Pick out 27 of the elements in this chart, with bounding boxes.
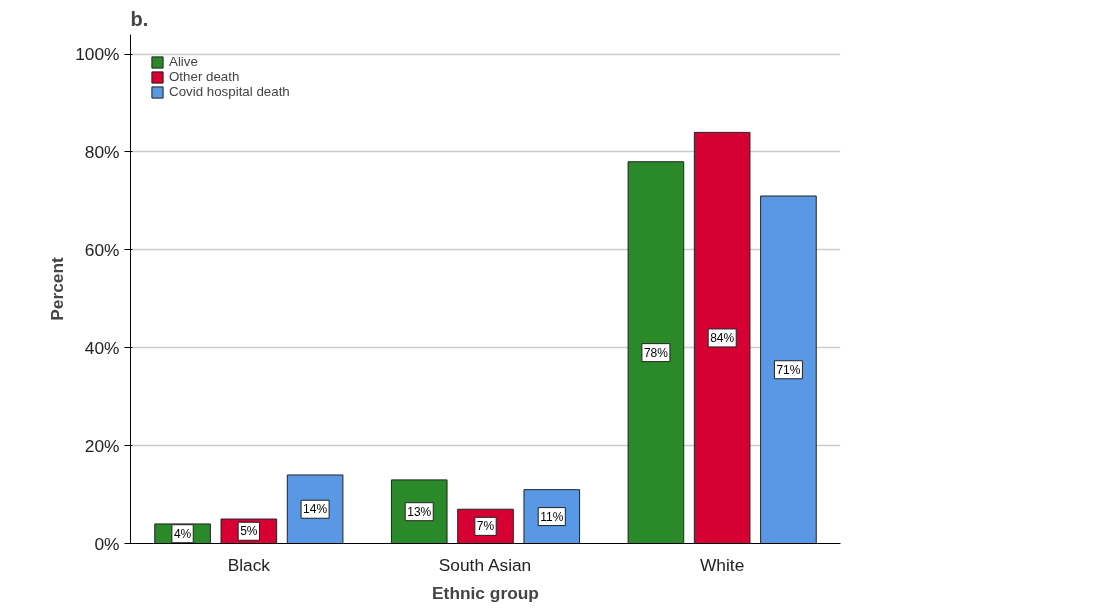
x-axis-title: Ethnic group (432, 582, 539, 603)
x-tick-label: White (700, 554, 745, 575)
data-label: 7% (476, 519, 495, 534)
x-tick-label: South Asian (438, 554, 532, 575)
y-tick-label: 40% (84, 337, 120, 358)
data-label: 11% (540, 509, 564, 524)
data-label: 5% (240, 524, 258, 539)
data-label: 78% (643, 345, 669, 360)
chart-title: b. (130, 7, 149, 30)
y-tick-label: 0% (94, 533, 120, 554)
bar (627, 161, 685, 544)
data-label: 4% (173, 526, 192, 541)
legend-label: Alive (169, 54, 198, 69)
data-label: 71% (776, 362, 801, 377)
data-label: 13% (407, 504, 432, 519)
x-tick-label: Black (227, 554, 271, 575)
y-axis-title: Percent (47, 256, 68, 321)
y-tick-label: 60% (84, 239, 120, 260)
bar (693, 131, 751, 544)
legend-label: Covid hospital death (169, 84, 290, 99)
y-tick-label: 20% (84, 435, 120, 456)
bar (760, 195, 817, 544)
y-tick-label: 80% (84, 141, 120, 162)
y-tick-label: 100% (75, 44, 120, 65)
data-label: 84% (710, 330, 735, 345)
data-label: 14% (303, 502, 328, 517)
legend-label: Other death (169, 69, 240, 84)
